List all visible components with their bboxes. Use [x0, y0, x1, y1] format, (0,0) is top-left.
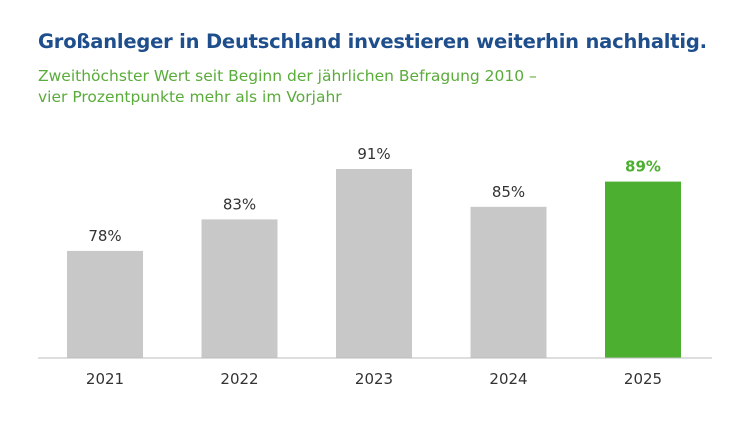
chart-subtitle: Zweithöchster Wert seit Beginn der jährl… [38, 66, 537, 108]
x-tick-label-2021: 2021 [86, 370, 124, 388]
x-tick-label-2025: 2025 [624, 370, 662, 388]
data-label-2023: 91% [357, 145, 390, 163]
data-label-2021: 78% [88, 227, 121, 245]
bar-2025 [605, 181, 681, 358]
subtitle-line-1: Zweithöchster Wert seit Beginn der jährl… [38, 67, 537, 85]
data-label-2022: 83% [223, 195, 256, 213]
x-tick-label-2022: 2022 [220, 370, 258, 388]
bar-2021 [67, 250, 143, 358]
x-tick-label-2024: 2024 [489, 370, 527, 388]
subtitle-line-2: vier Prozentpunkte mehr als im Vorjahr [38, 88, 342, 106]
x-tick-label-2023: 2023 [355, 370, 393, 388]
bar-2022 [201, 219, 278, 358]
bar-group: 78% 2021 83% 2022 91% 2023 85% 2024 89% 2025 [67, 145, 681, 388]
bar-2024 [470, 206, 547, 358]
bar-2023 [336, 169, 412, 358]
data-label-2024: 85% [492, 183, 525, 201]
chart-title: Großanleger in Deutschland investieren w… [38, 30, 707, 53]
data-label-2025: 89% [625, 158, 661, 176]
